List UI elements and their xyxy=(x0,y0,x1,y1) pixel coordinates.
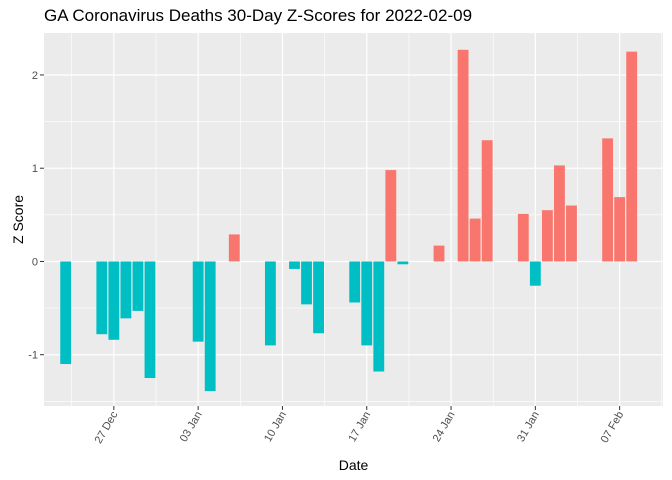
bar-series xyxy=(60,49,638,392)
bar xyxy=(541,210,553,262)
bar xyxy=(626,51,638,262)
bar xyxy=(566,205,577,262)
x-tick-label: 31 Jan xyxy=(515,410,542,445)
bar xyxy=(614,197,626,262)
bar xyxy=(192,261,204,342)
bar xyxy=(264,261,276,346)
bar xyxy=(385,170,397,262)
bar xyxy=(433,245,445,262)
x-tick-label: 27 Dec xyxy=(93,409,121,446)
y-tick-label: -1 xyxy=(28,350,38,362)
bar xyxy=(144,261,156,379)
minor-gridlines xyxy=(44,33,663,406)
x-tick-label: 07 Feb xyxy=(599,410,627,446)
bar xyxy=(517,213,529,262)
bar xyxy=(132,261,144,311)
x-tick-label: 10 Jan xyxy=(262,410,289,445)
bar xyxy=(313,261,324,334)
y-axis-title: Z Score xyxy=(10,195,26,244)
bar xyxy=(397,261,409,265)
bar xyxy=(204,261,216,392)
bar xyxy=(228,234,240,262)
bar xyxy=(349,261,361,303)
bar xyxy=(373,261,385,372)
bar xyxy=(457,49,469,262)
x-axis: 27 Dec 03 Jan 10 Jan 17 Jan 24 Jan 31 Jan 07 F… xyxy=(93,406,627,446)
y-tick-label: 1 xyxy=(32,163,38,175)
bar xyxy=(289,261,300,269)
bar xyxy=(554,165,565,262)
bar xyxy=(481,140,493,262)
bar xyxy=(120,261,132,319)
x-tick-label: 24 Jan xyxy=(431,410,458,445)
x-tick-label: 03 Jan xyxy=(178,410,205,445)
bar xyxy=(301,261,312,305)
bar xyxy=(96,261,108,335)
bar xyxy=(60,261,72,365)
y-tick-label: 2 xyxy=(32,70,38,82)
x-tick-label: 17 Jan xyxy=(346,410,373,445)
bar xyxy=(469,218,481,262)
y-axis: -1 0 1 2 xyxy=(28,70,44,362)
x-axis-title: Date xyxy=(339,457,369,473)
chart-title: GA Coronavirus Deaths 30-Day Z-Scores fo… xyxy=(44,6,473,25)
bar xyxy=(529,261,541,286)
bar xyxy=(108,261,120,340)
bar xyxy=(361,261,373,346)
y-tick-label: 0 xyxy=(32,256,38,268)
bar xyxy=(602,138,614,262)
